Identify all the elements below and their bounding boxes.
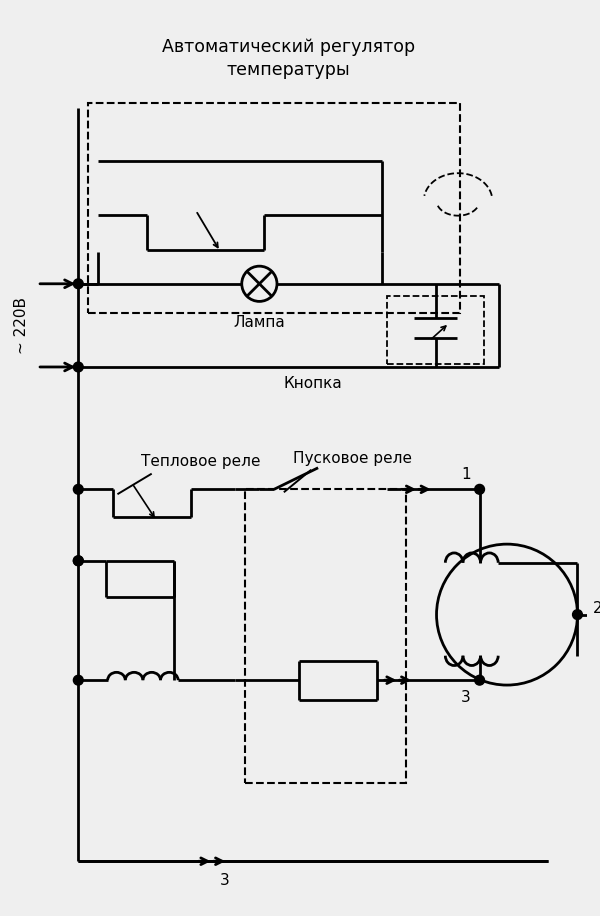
Circle shape [73,556,83,566]
Bar [245,489,406,783]
Circle shape [73,278,83,289]
Text: температуры: температуры [227,61,350,80]
Text: Пусковое реле: Пусковое реле [293,451,412,465]
Text: Лампа: Лампа [233,315,285,330]
Circle shape [73,485,83,495]
Circle shape [73,675,83,685]
Bar [386,296,484,364]
Circle shape [572,610,583,619]
Text: Кнопка: Кнопка [284,376,343,391]
Circle shape [73,556,83,566]
Circle shape [73,362,83,372]
Text: 2: 2 [593,601,600,616]
Text: ~ 220В: ~ 220В [14,297,29,354]
Text: Автоматический регулятор: Автоматический регулятор [162,38,415,56]
Text: Тепловое реле: Тепловое реле [141,454,260,469]
Text: 3: 3 [220,873,230,888]
Circle shape [475,485,484,495]
Circle shape [475,675,484,685]
Text: 3: 3 [461,691,471,705]
Bar [88,103,460,313]
Text: 1: 1 [461,467,471,482]
